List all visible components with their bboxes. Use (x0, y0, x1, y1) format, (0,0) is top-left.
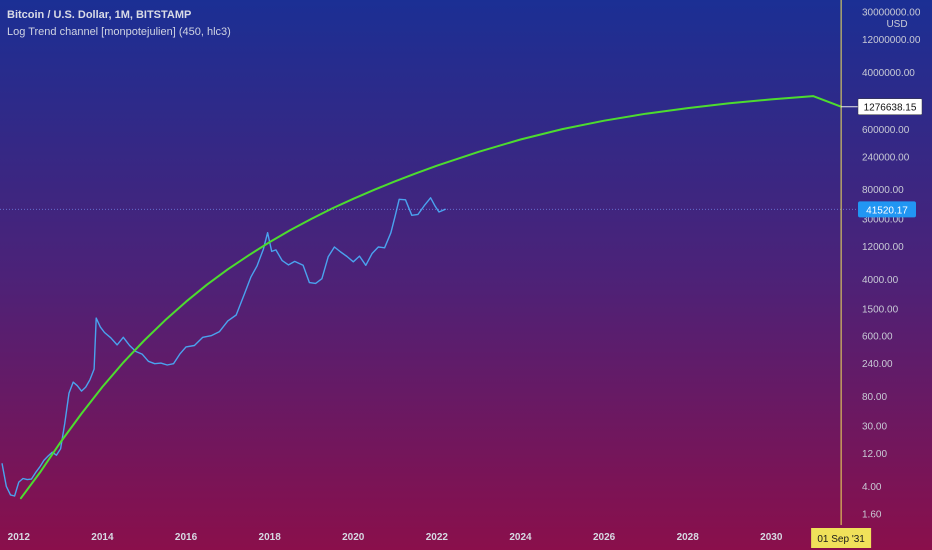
price-axis-tick: 80.00 (862, 392, 887, 403)
symbol-title[interactable]: Bitcoin / U.S. Dollar, 1M, BITSTAMP (7, 9, 192, 21)
price-axis-tick: 600.00 (862, 332, 893, 343)
price-line[interactable] (1, 197, 446, 497)
price-axis-tick: 1500.00 (862, 304, 899, 315)
price-axis-tick: 240.00 (862, 359, 893, 370)
indicator-legend[interactable]: Log Trend channel [monpotejulien] (450, … (7, 26, 231, 38)
crosshair-date-label: 01 Sep '31 (817, 534, 865, 545)
time-axis-tick: 2030 (760, 532, 783, 543)
last-price-label: 41520.17 (866, 205, 908, 216)
time-axis-tick: 2026 (593, 532, 616, 543)
price-axis-tick: 12000000.00 (862, 35, 921, 46)
time-axis-tick: 2028 (677, 532, 700, 543)
time-axis-tick: 2012 (8, 532, 31, 543)
price-axis-unit: USD (886, 19, 907, 30)
price-axis-tick: 4000.00 (862, 275, 899, 286)
price-axis-tick: 30000000.00 (862, 8, 921, 19)
price-axis-tick: 12.00 (862, 449, 887, 460)
time-axis-tick: 2016 (175, 532, 198, 543)
price-axis-tick: 30000.00 (862, 215, 904, 226)
time-axis-tick: 2024 (509, 532, 532, 543)
price-axis-tick: 1.60 (862, 509, 882, 520)
price-axis-tick: 12000.00 (862, 242, 904, 253)
price-axis-tick: 240000.00 (862, 152, 910, 163)
time-axis-tick: 2018 (259, 532, 282, 543)
price-axis-tick: 30.00 (862, 421, 887, 432)
time-axis-tick: 2022 (426, 532, 449, 543)
price-axis-tick: 4.00 (862, 482, 882, 493)
price-axis-tick: 80000.00 (862, 185, 904, 196)
time-axis-tick: 2014 (91, 532, 114, 543)
crosshair-price-tag (857, 98, 923, 115)
price-axis-tick: 4000000.00 (862, 68, 915, 79)
crosshair-date-tag (811, 528, 872, 548)
price-axis-tick: 600000.00 (862, 125, 910, 136)
last-price-tag (858, 201, 916, 218)
time-axis-tick: 2020 (342, 532, 365, 543)
trend-line[interactable] (19, 95, 843, 500)
crosshair-price-label: 1276638.15 (864, 103, 917, 114)
